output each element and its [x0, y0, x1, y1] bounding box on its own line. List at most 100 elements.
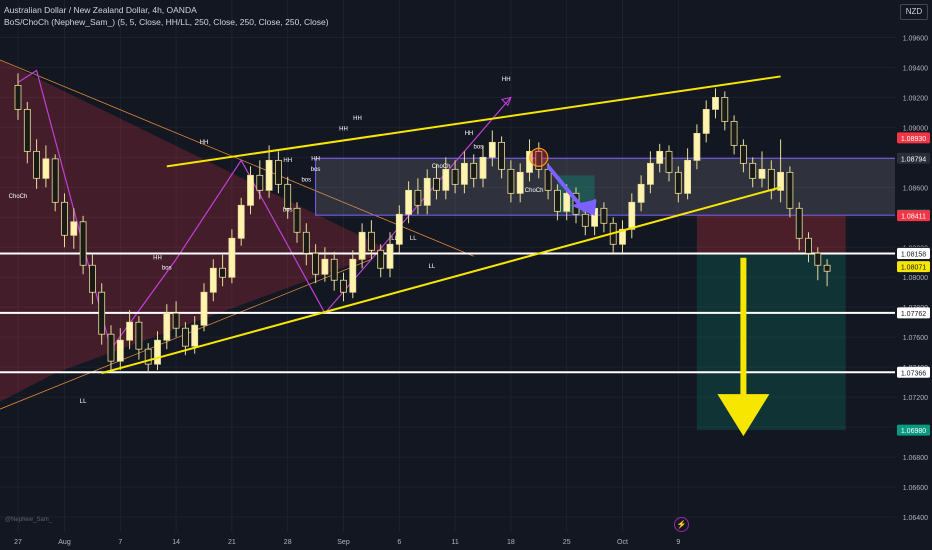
candle[interactable] [23, 101, 31, 164]
candle[interactable] [442, 157, 450, 200]
candle[interactable] [628, 193, 636, 239]
candle[interactable] [702, 100, 710, 143]
candle[interactable] [814, 247, 822, 281]
structure-label: HH [153, 255, 162, 261]
candle[interactable] [107, 325, 115, 372]
candle[interactable] [274, 151, 282, 194]
candle[interactable] [79, 215, 87, 275]
candle[interactable] [377, 244, 385, 278]
candle[interactable] [600, 202, 608, 233]
time-tick-label: 7 [118, 539, 122, 546]
candle[interactable] [488, 130, 496, 167]
candle[interactable] [228, 229, 236, 284]
candle[interactable] [219, 254, 227, 287]
candle[interactable] [823, 259, 831, 287]
candle[interactable] [200, 283, 208, 332]
candle[interactable] [209, 259, 217, 302]
candle[interactable] [312, 244, 320, 284]
candle[interactable] [414, 178, 422, 215]
candle[interactable] [805, 232, 812, 263]
currency-button[interactable]: NZD [900, 4, 928, 20]
structure-label: bos [283, 207, 293, 213]
candle[interactable] [321, 247, 329, 282]
candle[interactable] [33, 139, 40, 189]
candle[interactable] [665, 145, 673, 182]
candle[interactable] [684, 148, 691, 200]
candle[interactable] [293, 202, 301, 243]
price-label-badge [897, 248, 930, 260]
time-tick-label: 25 [563, 539, 571, 546]
structure-label: HH [353, 116, 362, 122]
price-label-badge [897, 132, 930, 144]
candle[interactable] [395, 205, 403, 254]
candle[interactable] [712, 88, 719, 119]
candle[interactable] [302, 223, 310, 266]
candle[interactable] [247, 166, 254, 215]
candle[interactable] [451, 160, 459, 194]
candle[interactable] [367, 220, 375, 260]
candle[interactable] [516, 163, 524, 203]
highlight-circle [529, 147, 549, 167]
candle[interactable] [89, 254, 96, 305]
candle[interactable] [284, 176, 292, 219]
candle[interactable] [479, 145, 487, 188]
candle[interactable] [433, 164, 440, 200]
structure-label: bos [474, 144, 484, 150]
candle[interactable] [526, 139, 533, 182]
candle[interactable] [777, 139, 784, 203]
candle[interactable] [721, 91, 729, 131]
candle[interactable] [349, 250, 357, 299]
candle[interactable] [498, 136, 506, 179]
candle[interactable] [405, 181, 413, 224]
lightning-icon[interactable]: ⚡ [674, 517, 689, 532]
candle[interactable] [786, 166, 794, 218]
price-label-text: 1.08158 [901, 252, 926, 259]
candle[interactable] [693, 124, 701, 170]
candle[interactable] [609, 217, 617, 254]
author-credit: @Nephew_Sam_ [5, 517, 53, 523]
candle[interactable] [795, 202, 803, 251]
candle[interactable] [554, 184, 561, 221]
candle[interactable] [340, 272, 347, 302]
target-arrow-icon [717, 394, 770, 437]
symbol-title[interactable]: Australian Dollar / New Zealand Dollar, … [4, 5, 197, 15]
candle[interactable] [647, 151, 654, 194]
candle[interactable] [460, 151, 468, 194]
candle[interactable] [144, 343, 152, 374]
candle[interactable] [330, 251, 338, 291]
candle[interactable] [619, 220, 626, 254]
candle[interactable] [674, 166, 682, 203]
time-tick-label: 9 [676, 539, 680, 546]
candle[interactable] [51, 154, 59, 212]
candle[interactable] [61, 193, 68, 248]
candle[interactable] [135, 316, 143, 360]
candle[interactable] [507, 160, 515, 203]
candle[interactable] [656, 143, 664, 173]
candle[interactable] [42, 145, 50, 188]
candle[interactable] [740, 139, 747, 173]
candle[interactable] [98, 283, 106, 345]
candle[interactable] [154, 331, 161, 371]
candle[interactable] [758, 151, 766, 188]
candle[interactable] [265, 145, 273, 198]
candle[interactable] [14, 73, 22, 120]
candle[interactable] [70, 208, 78, 249]
candle[interactable] [470, 154, 478, 188]
candle[interactable] [730, 115, 738, 155]
candle[interactable] [163, 304, 171, 350]
candle[interactable] [749, 157, 757, 188]
structure-label: HH [283, 158, 292, 164]
candle[interactable] [358, 223, 366, 269]
structure-label: bos [162, 266, 172, 272]
candle[interactable] [237, 197, 245, 246]
candle[interactable] [256, 160, 264, 200]
indicator-legend[interactable]: BoS/ChoCh (Nephew_Sam_) (5, 5, Close, HH… [4, 17, 329, 27]
candle[interactable] [386, 232, 394, 278]
time-tick-label: Oct [617, 539, 628, 546]
candle[interactable] [116, 328, 124, 371]
candle[interactable] [637, 175, 645, 212]
candle[interactable] [172, 301, 180, 338]
candle[interactable] [126, 310, 133, 350]
candle[interactable] [423, 169, 431, 215]
